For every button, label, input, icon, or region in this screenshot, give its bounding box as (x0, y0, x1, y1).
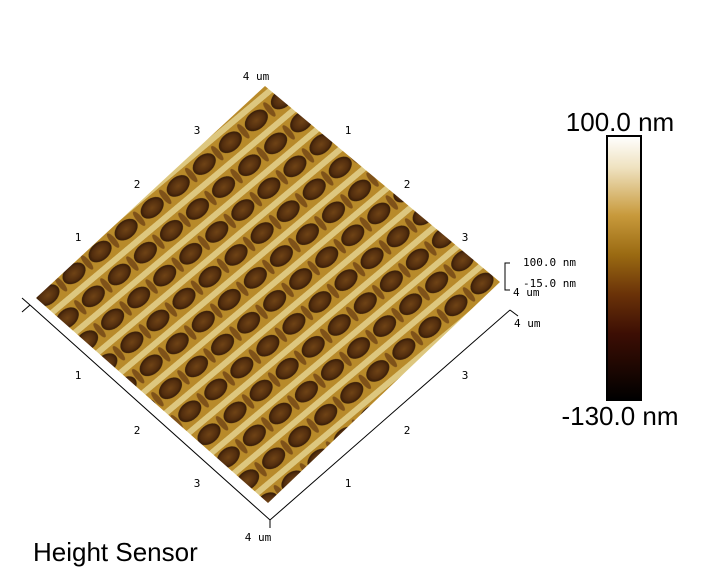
axis-label: 3 (194, 124, 201, 137)
axis-label: 4 um (243, 70, 270, 83)
surface (36, 86, 500, 503)
axis-label: 3 (462, 231, 469, 244)
colorbar-gradient (606, 135, 642, 401)
axis-label: 3 (194, 477, 201, 490)
axis-label: 4 um (514, 317, 541, 330)
axis-label: 1 (345, 124, 352, 137)
colorbar-min: -130.0 nm (561, 401, 678, 431)
z-label: 100.0 nm (523, 256, 576, 269)
axis-label: 2 (404, 424, 411, 437)
axis-label: 4 um (513, 286, 540, 299)
axis-label: 1 (345, 477, 352, 490)
axis-label: 1 (75, 231, 82, 244)
base-box (21, 262, 519, 528)
axis-label: 1 (75, 369, 82, 382)
colorbar: 100.0 nm -130.0 nm (561, 107, 678, 431)
axis-label: 2 (134, 424, 141, 437)
axis-label: 3 (462, 369, 469, 382)
axis-label: 2 (404, 178, 411, 191)
axis-labels: 4 um 3 2 1 1 2 3 4 um 1 2 3 4 um 1 2 3 4… (75, 70, 577, 544)
colorbar-max: 100.0 nm (566, 107, 674, 137)
axis-label: 2 (134, 178, 141, 191)
image-title: Height Sensor (33, 537, 198, 567)
z-label: -15.0 nm (523, 277, 576, 290)
axis-label: 4 um (245, 531, 272, 544)
